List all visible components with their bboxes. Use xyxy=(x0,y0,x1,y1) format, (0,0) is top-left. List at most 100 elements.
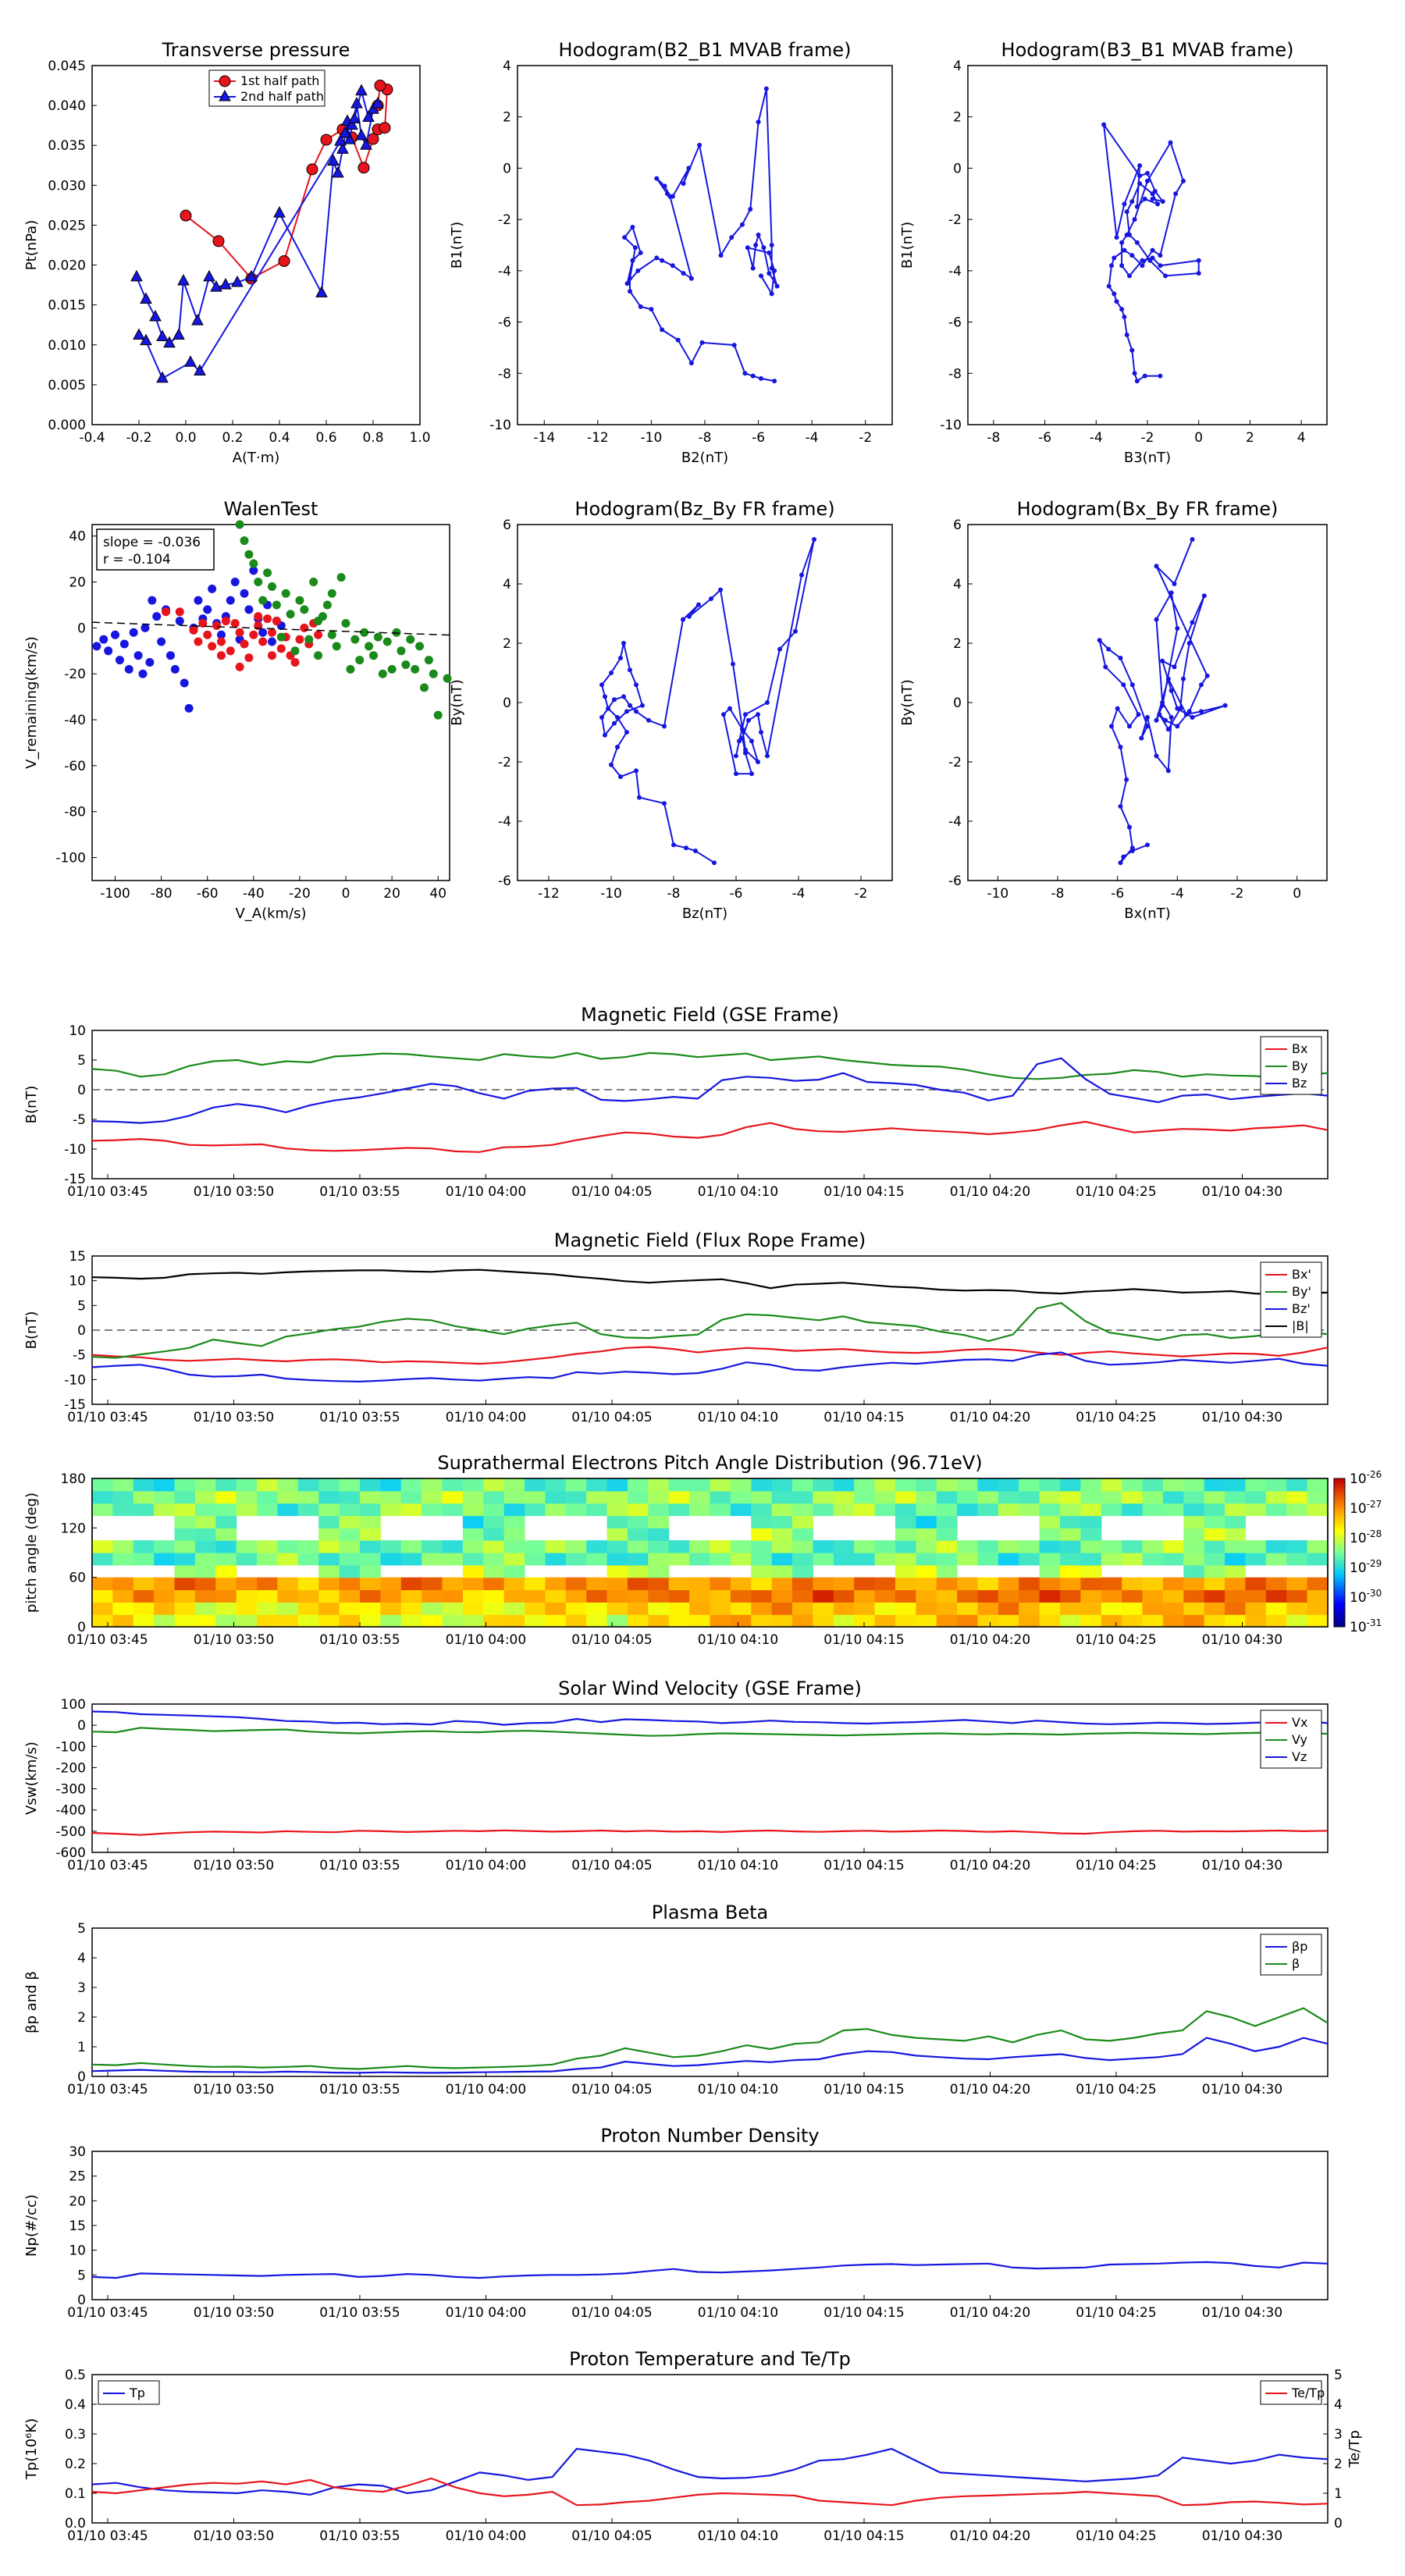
walen-data-point xyxy=(355,656,365,665)
hodo_bxby-data-point xyxy=(1154,717,1159,723)
pad-cell xyxy=(1204,1553,1225,1566)
hodo_b2b1-data-point xyxy=(699,340,705,345)
pad-cell xyxy=(1039,1528,1061,1541)
pad-cell xyxy=(751,1602,773,1615)
pad-time-label: 01/10 04:20 xyxy=(950,1632,1030,1648)
pad-cell xyxy=(1225,1490,1247,1504)
pad-cell xyxy=(525,1602,546,1615)
hodo_b3b1-ytick-label: -8 xyxy=(948,366,962,382)
walen-data-point xyxy=(249,630,258,639)
mag_fr-legend-label: By' xyxy=(1292,1284,1311,1299)
pad-cell xyxy=(297,1540,319,1553)
pad-colorbar-step xyxy=(1334,1500,1345,1504)
walen-data-point xyxy=(258,596,268,605)
hodo_b3b1-data-point xyxy=(1101,122,1107,127)
pad-cell xyxy=(236,1503,258,1517)
tp-ylabel: Tp(10⁶K) xyxy=(23,2418,40,2480)
tp-legend-label: Tp xyxy=(129,2386,145,2400)
pad-cell xyxy=(257,1553,279,1566)
transverse-data-point xyxy=(327,154,340,166)
hodo_b3b1-data-point xyxy=(1158,253,1163,258)
mag_gse-series-line-By xyxy=(91,1051,1329,1080)
hodo_bxby-data-point xyxy=(1121,682,1126,688)
hodo_b2b1-data-point xyxy=(688,361,694,366)
hodo_bxby-data-point xyxy=(1157,712,1162,717)
pad-cell xyxy=(1183,1503,1205,1517)
hodo_b3b1-ytick-label: -4 xyxy=(948,264,962,279)
pad-colorbar-step xyxy=(1334,1582,1345,1585)
np-time-label: 01/10 04:15 xyxy=(823,2305,904,2321)
pad-cell xyxy=(1183,1589,1205,1603)
transverse-data-point xyxy=(367,102,379,114)
pad-colorbar-step xyxy=(1334,1604,1345,1608)
hodo_b2b1-data-point xyxy=(632,245,638,251)
hodo_bzby-data-point xyxy=(759,730,763,735)
walen-data-point xyxy=(327,630,336,639)
pad-colorbar-step xyxy=(1334,1572,1345,1575)
beta-ytick-label: 2 xyxy=(77,2010,86,2026)
hodo_bxby-data-point xyxy=(1168,715,1174,720)
pad-cell xyxy=(503,1540,525,1553)
pad-cell xyxy=(1060,1589,1081,1603)
pad-colorbar-step xyxy=(1334,1505,1345,1509)
hodo_bzby-data-point xyxy=(749,738,754,744)
hodo_b2b1-data-point xyxy=(665,191,670,197)
hodo_b2b1-ylabel: B1(nT) xyxy=(449,222,465,269)
hodo_bzby-data-point xyxy=(599,682,604,688)
pad-cell xyxy=(339,1528,361,1541)
hodo_bzby-data-point xyxy=(628,667,632,673)
hodo_b2b1-data-point xyxy=(670,194,675,199)
pad-cell xyxy=(1307,1490,1329,1504)
pad-cell xyxy=(730,1553,752,1566)
walen-data-point xyxy=(194,637,203,646)
vsw-ylabel: Vsw(km/s) xyxy=(23,1742,40,1815)
pad-colorbar-label: 10-28 xyxy=(1350,1528,1382,1546)
pad-cell xyxy=(1265,1540,1287,1553)
hodo_b3b1-xtick-label: -2 xyxy=(1141,430,1154,446)
pad-cell xyxy=(154,1589,176,1603)
walen-data-point xyxy=(401,660,411,669)
pad-cell xyxy=(503,1602,525,1615)
hodo_b2b1-data-point xyxy=(654,255,660,261)
walen-data-point xyxy=(433,710,443,720)
pad-cell xyxy=(895,1503,916,1517)
pad-cell xyxy=(1307,1614,1329,1628)
pad-cell xyxy=(1286,1577,1308,1591)
vsw-series-line-Vz xyxy=(91,1710,1329,1726)
pad-cell xyxy=(1183,1614,1205,1628)
pad-cell xyxy=(565,1577,587,1591)
pad-cell xyxy=(154,1577,176,1591)
walen-data-point xyxy=(346,664,355,674)
vsw-legend-label: Vy xyxy=(1292,1732,1307,1747)
pad-cell xyxy=(916,1553,937,1566)
pad-cell xyxy=(565,1602,587,1615)
hodo_bxby-data-point xyxy=(1165,727,1171,732)
pad-cell xyxy=(215,1614,237,1628)
walen-data-point xyxy=(281,589,290,598)
pad-cell xyxy=(1039,1553,1061,1566)
pad-cell xyxy=(1265,1503,1287,1517)
hodo_bxby-data-point xyxy=(1145,715,1150,720)
pad-cell xyxy=(998,1490,1019,1504)
beta-ytick-label: 1 xyxy=(77,2040,86,2055)
pad-cell xyxy=(112,1589,134,1603)
pad-cell xyxy=(277,1602,299,1615)
pad-cell xyxy=(422,1540,443,1553)
transverse-xtick-label: -0.2 xyxy=(126,430,151,446)
pad-cell xyxy=(154,1540,176,1553)
hodo_b3b1-data-point xyxy=(1196,271,1201,276)
pad-cell xyxy=(936,1478,958,1492)
pad-cell xyxy=(442,1503,464,1517)
tp-time-label: 01/10 04:10 xyxy=(698,2528,778,2544)
pad-cell xyxy=(565,1614,587,1628)
pad-cell xyxy=(380,1478,402,1492)
walen-data-point xyxy=(295,635,304,644)
walen-data-point xyxy=(244,550,254,559)
pad-cell xyxy=(318,1564,340,1578)
pad-cell xyxy=(813,1540,834,1553)
pad-cell xyxy=(359,1564,381,1578)
hodo_bxby-data-point xyxy=(1190,537,1195,542)
hodo_bxby-data-point xyxy=(1145,724,1150,729)
hodo_b3b1-xtick-label: -4 xyxy=(1090,430,1103,446)
walen-data-point xyxy=(276,632,286,642)
